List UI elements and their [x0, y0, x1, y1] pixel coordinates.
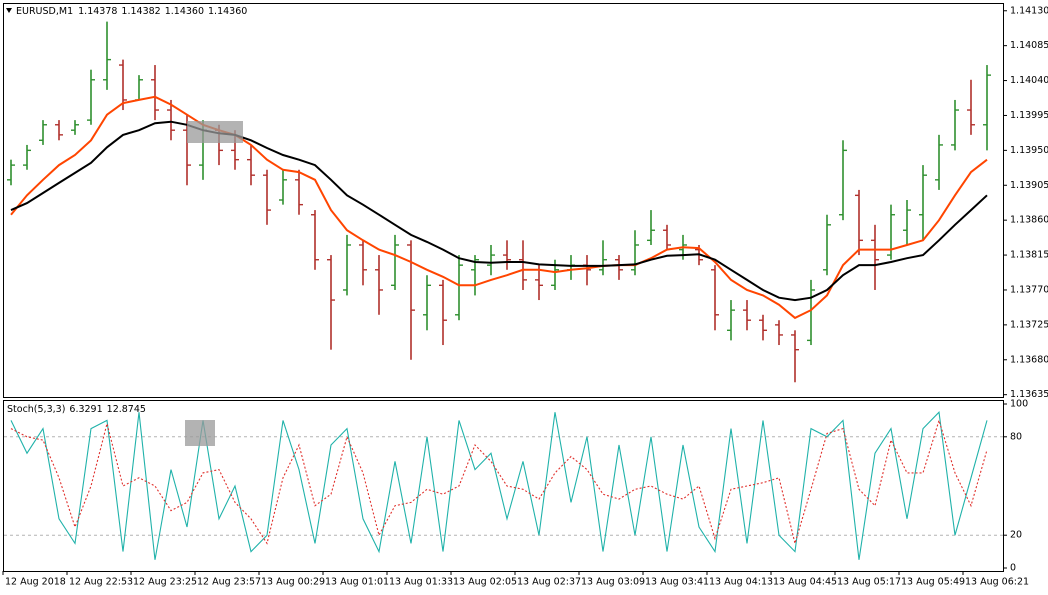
x-tick-label: 12 Aug 23:57 [197, 577, 261, 588]
stoch-frame [3, 400, 1004, 572]
y-tick-label: 80 [1010, 431, 1022, 442]
header-value: 1.14378 [78, 6, 117, 17]
x-tick-label: 13 Aug 04:45 [773, 577, 837, 588]
y-tick-label: 1.14040 [1010, 75, 1048, 86]
y-tick-label: 1.13995 [1010, 110, 1048, 121]
y-tick-label: 1.13950 [1010, 145, 1048, 156]
moving-average [10, 95, 988, 320]
main-frame [3, 3, 1004, 398]
x-tick-label: 12 Aug 22:53 [69, 577, 133, 588]
stoch-line [10, 411, 988, 560]
selection-box [185, 420, 215, 446]
y-tick-label: 0 [1010, 563, 1016, 574]
x-tick-label: 12 Aug 23:25 [133, 577, 197, 588]
y-tick-label: 20 [1010, 530, 1022, 541]
y-tick-label: 1.13680 [1010, 354, 1048, 365]
y-tick-label: 1.14085 [1010, 40, 1048, 51]
y-tick-label: 1.13905 [1010, 180, 1048, 191]
x-tick-label: 13 Aug 02:37 [517, 577, 581, 588]
x-tick-label: 12 Aug 2018 [5, 577, 66, 588]
y-tick-label: 1.13770 [1010, 284, 1048, 295]
symbol: EURUSD,M1 [16, 6, 73, 17]
x-tick-label: 13 Aug 02:05 [453, 577, 517, 588]
x-tick-label: 13 Aug 05:49 [901, 577, 965, 588]
x-tick-label: 13 Aug 01:33 [389, 577, 453, 588]
x-tick-label: 13 Aug 06:21 [965, 577, 1029, 588]
menu-arrow[interactable] [6, 8, 12, 13]
x-tick-label: 13 Aug 05:17 [837, 577, 901, 588]
y-tick-label: 1.14130 [1010, 5, 1048, 16]
y-tick-label: 1.13815 [1010, 250, 1048, 261]
x-tick-label: 13 Aug 03:41 [645, 577, 709, 588]
header-value: 1.14360 [208, 6, 247, 17]
moving-average [10, 120, 988, 302]
selection-box [187, 121, 243, 143]
header-value: 1.14382 [121, 6, 160, 17]
y-tick-label: 1.13725 [1010, 319, 1048, 330]
x-tick-label: 13 Aug 01:01 [325, 577, 389, 588]
y-tick-label: 100 [1010, 399, 1028, 410]
y-tick-label: 1.13860 [1010, 215, 1048, 226]
header-value: 6.3291 [69, 404, 102, 415]
x-tick-label: 13 Aug 00:29 [261, 577, 325, 588]
x-tick-label: 13 Aug 04:13 [709, 577, 773, 588]
y-tick-label: 1.13635 [1010, 389, 1048, 400]
header-value: 12.8745 [107, 404, 146, 415]
indicator-name: Stoch(5,3,3) [7, 404, 65, 415]
header-value: 1.14360 [165, 6, 204, 17]
plot-area: 1.14130 1.14085 1.14040 1.13995 1.13950 1.139… [2, 5, 1048, 588]
stoch-header: Stoch(5,3,3) 6.3291 12.8745 [7, 404, 146, 415]
main-header: EURUSD,M1 1.14378 1.14382 1.14360 1.14360 [16, 6, 247, 17]
x-tick-label: 13 Aug 03:09 [581, 577, 645, 588]
